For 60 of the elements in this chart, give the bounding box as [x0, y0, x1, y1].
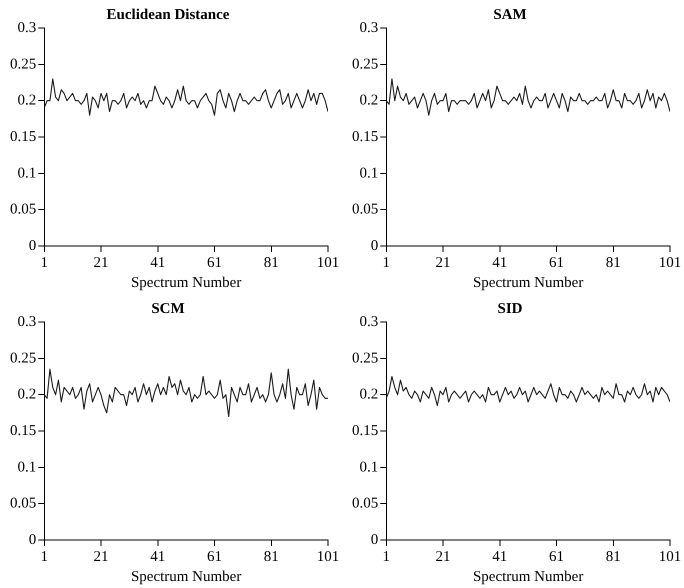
y-tick-label: 0.15 [352, 422, 378, 439]
y-tick-label: 0.05 [352, 202, 378, 218]
x-tick-label: 81 [606, 254, 621, 271]
x-axis-title: Spectrum Number [130, 568, 242, 585]
y-tick-label: 0.2 [18, 92, 36, 109]
x-tick-label: 61 [207, 254, 222, 271]
y-tick-label: 0.1 [360, 165, 378, 182]
y-tick-label: 0 [28, 238, 36, 254]
chart-title: SAM [493, 6, 527, 23]
y-tick-label: 0.05 [352, 496, 378, 512]
y-tick-label: 0.2 [18, 386, 36, 403]
y-tick-label: 0.2 [360, 386, 378, 403]
y-tick-label: 0.25 [352, 56, 378, 72]
x-tick-label: 101 [316, 548, 340, 565]
y-tick-label: 0.25 [352, 350, 378, 366]
chart-title: SID [497, 300, 523, 317]
x-tick-label: 1 [382, 254, 390, 271]
x-tick-label: 81 [264, 548, 279, 565]
y-tick-label: 0.2 [360, 92, 378, 109]
y-tick-label: 0.05 [10, 496, 36, 512]
x-tick-label: 41 [492, 254, 508, 271]
y-tick-label: 0.1 [360, 459, 378, 476]
x-axis-title: Spectrum Number [130, 274, 242, 291]
x-tick-label: 21 [94, 548, 108, 565]
y-tick-label: 0.25 [10, 350, 36, 366]
x-tick-label: 21 [436, 548, 450, 565]
x-tick-label: 61 [207, 548, 222, 565]
y-tick-label: 0.3 [360, 314, 378, 330]
y-tick-label: 0.3 [360, 20, 378, 36]
x-tick-label: 41 [492, 548, 508, 565]
x-tick-label: 61 [549, 548, 564, 565]
x-axis-title: Spectrum Number [472, 274, 584, 291]
x-tick-label: 101 [658, 254, 682, 271]
x-tick-label: 21 [436, 254, 450, 271]
y-tick-label: 0 [370, 532, 378, 548]
x-axis-title: Spectrum Number [472, 568, 584, 585]
y-tick-label: 0.15 [10, 128, 36, 145]
x-tick-label: 101 [316, 254, 340, 271]
chart-title: Euclidean Distance [106, 6, 230, 23]
y-tick-label: 0.1 [18, 459, 36, 476]
x-tick-label: 1 [382, 548, 390, 565]
y-tick-label: 0.15 [10, 422, 36, 439]
x-tick-label: 41 [150, 548, 166, 565]
y-tick-label: 0 [370, 238, 378, 254]
y-tick-label: 0.25 [10, 56, 36, 72]
x-tick-label: 1 [40, 548, 48, 565]
y-tick-label: 0.15 [352, 128, 378, 145]
x-tick-label: 81 [264, 254, 279, 271]
x-tick-label: 101 [658, 548, 682, 565]
x-tick-label: 21 [94, 254, 108, 271]
x-tick-label: 61 [549, 254, 564, 271]
x-tick-label: 1 [40, 254, 48, 271]
chart-title: SCM [151, 300, 185, 317]
y-tick-label: 0 [28, 532, 36, 548]
y-tick-label: 0.3 [18, 314, 36, 330]
y-tick-label: 0.3 [18, 20, 36, 36]
x-tick-label: 81 [606, 548, 621, 565]
y-tick-label: 0.1 [18, 165, 36, 182]
y-tick-label: 0.05 [10, 202, 36, 218]
x-tick-label: 41 [150, 254, 166, 271]
